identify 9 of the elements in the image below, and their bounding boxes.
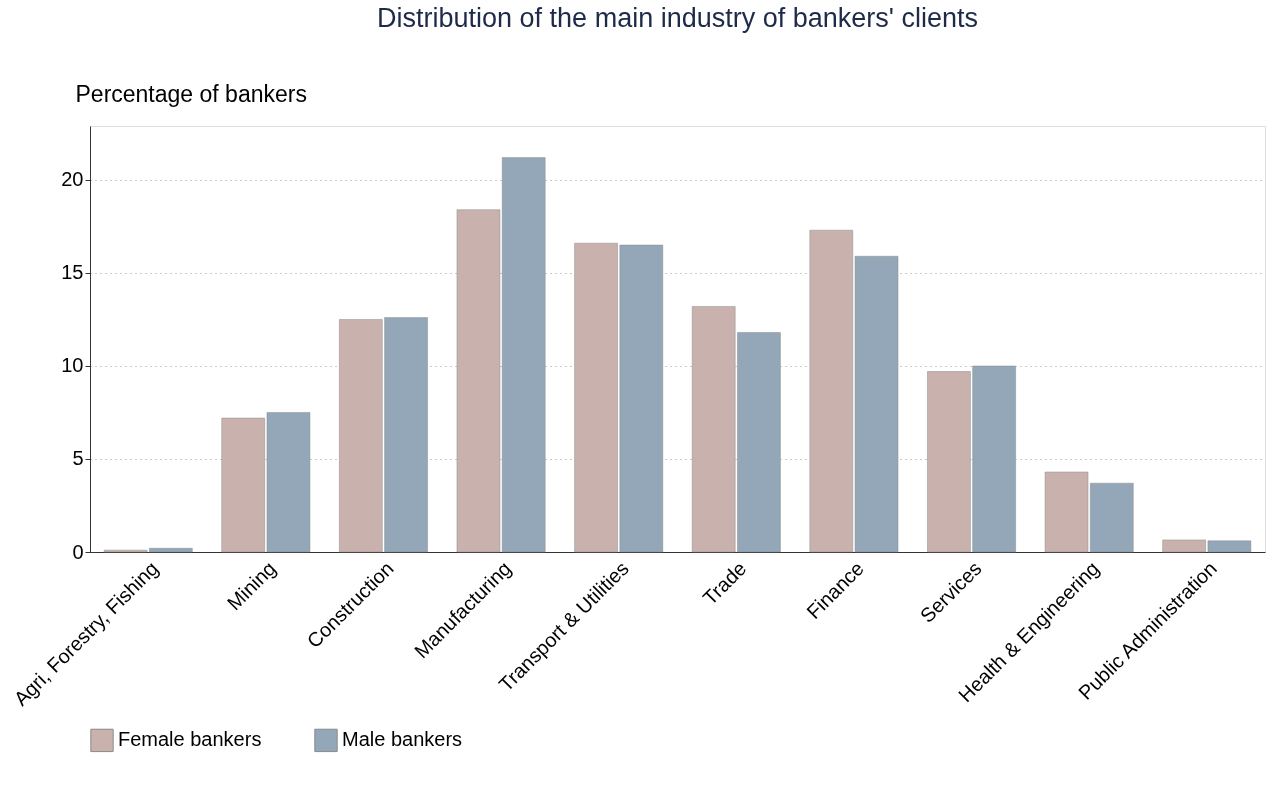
y-tick-label: 5 <box>72 447 84 470</box>
y-axis-title: Percentage of bankers <box>75 80 307 107</box>
y-tick-label: 20 <box>61 168 84 191</box>
chart-title: Distribution of the main industry of bankers' clients <box>377 3 978 33</box>
legend-label: Female bankers <box>118 728 262 751</box>
y-tick-label: 10 <box>61 354 84 377</box>
y-tick-label: 0 <box>72 540 84 563</box>
y-tick-label: 15 <box>61 261 84 284</box>
legend-label: Male bankers <box>342 728 463 751</box>
